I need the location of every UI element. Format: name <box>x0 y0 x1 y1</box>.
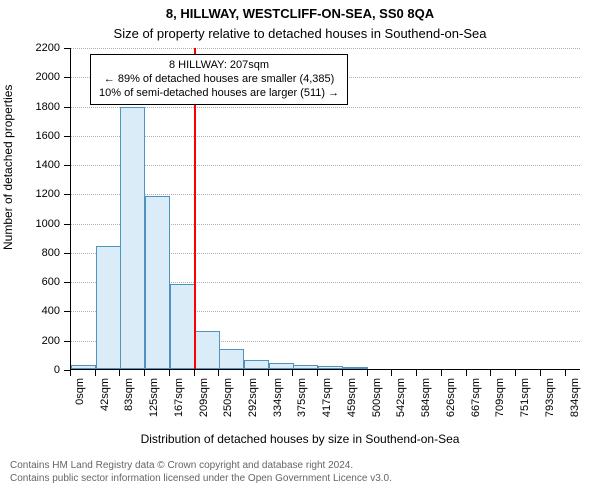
x-tick-label: 334sqm <box>272 378 284 428</box>
x-tick-label: 83sqm <box>123 378 135 428</box>
histogram-bar <box>120 107 145 369</box>
x-tick-label: 667sqm <box>470 378 482 428</box>
gridline <box>71 107 580 108</box>
y-tick <box>64 136 70 137</box>
x-tick <box>416 370 417 376</box>
y-tick <box>64 165 70 166</box>
x-tick <box>268 370 269 376</box>
gridline <box>71 194 580 195</box>
y-tick <box>64 341 70 342</box>
histogram-bar <box>170 284 195 369</box>
y-tick-label: 600 <box>0 276 60 288</box>
y-tick <box>64 311 70 312</box>
histogram-bar <box>244 360 269 369</box>
y-tick-label: 1400 <box>0 159 60 171</box>
gridline <box>71 136 580 137</box>
x-tick <box>218 370 219 376</box>
property-size-histogram: 8, HILLWAY, WESTCLIFF-ON-SEA, SS0 8QA Si… <box>0 0 600 500</box>
x-tick-label: 709sqm <box>494 378 506 428</box>
x-tick-label: 500sqm <box>371 378 383 428</box>
x-tick <box>565 370 566 376</box>
x-tick-label: 459sqm <box>346 378 358 428</box>
histogram-bar <box>343 367 368 369</box>
x-tick <box>119 370 120 376</box>
x-tick-label: 125sqm <box>148 378 160 428</box>
x-tick <box>144 370 145 376</box>
attribution-line: Contains public sector information licen… <box>10 473 392 486</box>
y-tick-label: 800 <box>0 247 60 259</box>
x-tick-label: 209sqm <box>198 378 210 428</box>
x-tick-label: 626sqm <box>445 378 457 428</box>
annotation-line: ← 89% of detached houses are smaller (4,… <box>99 73 339 87</box>
x-tick <box>292 370 293 376</box>
histogram-bar <box>219 349 244 369</box>
x-tick-label: 834sqm <box>569 378 581 428</box>
y-tick-label: 400 <box>0 305 60 317</box>
attribution-text: Contains HM Land Registry data © Crown c… <box>10 460 392 485</box>
x-tick <box>70 370 71 376</box>
y-tick-label: 200 <box>0 335 60 347</box>
y-tick <box>64 282 70 283</box>
y-tick-label: 1200 <box>0 188 60 200</box>
y-tick-label: 1000 <box>0 218 60 230</box>
histogram-bar <box>318 366 343 369</box>
histogram-bar <box>145 196 170 369</box>
x-tick <box>169 370 170 376</box>
x-tick-label: 292sqm <box>247 378 259 428</box>
x-tick <box>515 370 516 376</box>
x-tick <box>540 370 541 376</box>
x-tick <box>466 370 467 376</box>
x-tick-label: 375sqm <box>296 378 308 428</box>
y-tick <box>64 48 70 49</box>
x-tick <box>367 370 368 376</box>
chart-title: 8, HILLWAY, WESTCLIFF-ON-SEA, SS0 8QA <box>0 6 600 21</box>
x-tick <box>243 370 244 376</box>
attribution-line: Contains HM Land Registry data © Crown c… <box>10 460 392 473</box>
histogram-bar <box>195 331 220 369</box>
x-tick-label: 793sqm <box>544 378 556 428</box>
x-tick <box>194 370 195 376</box>
x-tick <box>317 370 318 376</box>
y-tick <box>64 107 70 108</box>
x-tick <box>490 370 491 376</box>
y-tick <box>64 224 70 225</box>
x-tick <box>441 370 442 376</box>
y-tick-label: 0 <box>0 364 60 376</box>
y-tick <box>64 77 70 78</box>
x-tick-label: 584sqm <box>420 378 432 428</box>
marker-annotation: 8 HILLWAY: 207sqm← 89% of detached house… <box>90 54 348 105</box>
histogram-bar <box>269 363 294 369</box>
x-tick-label: 42sqm <box>99 378 111 428</box>
y-tick <box>64 194 70 195</box>
y-tick-label: 2200 <box>0 42 60 54</box>
gridline <box>71 48 580 49</box>
gridline <box>71 165 580 166</box>
chart-subtitle: Size of property relative to detached ho… <box>0 26 600 41</box>
y-tick-label: 1800 <box>0 101 60 113</box>
y-tick-label: 2000 <box>0 71 60 83</box>
annotation-line: 10% of semi-detached houses are larger (… <box>99 87 339 101</box>
x-tick-label: 167sqm <box>173 378 185 428</box>
histogram-bar <box>71 365 96 369</box>
annotation-line: 8 HILLWAY: 207sqm <box>99 59 339 73</box>
x-tick-label: 417sqm <box>321 378 333 428</box>
y-tick <box>64 253 70 254</box>
histogram-bar <box>293 365 318 369</box>
x-tick-label: 250sqm <box>222 378 234 428</box>
y-tick-label: 1600 <box>0 130 60 142</box>
x-tick-label: 542sqm <box>395 378 407 428</box>
x-tick-label: 751sqm <box>519 378 531 428</box>
x-tick-label: 0sqm <box>74 378 86 428</box>
histogram-bar <box>96 246 121 369</box>
x-tick <box>391 370 392 376</box>
x-tick <box>342 370 343 376</box>
x-axis-label: Distribution of detached houses by size … <box>0 432 600 446</box>
x-tick <box>95 370 96 376</box>
